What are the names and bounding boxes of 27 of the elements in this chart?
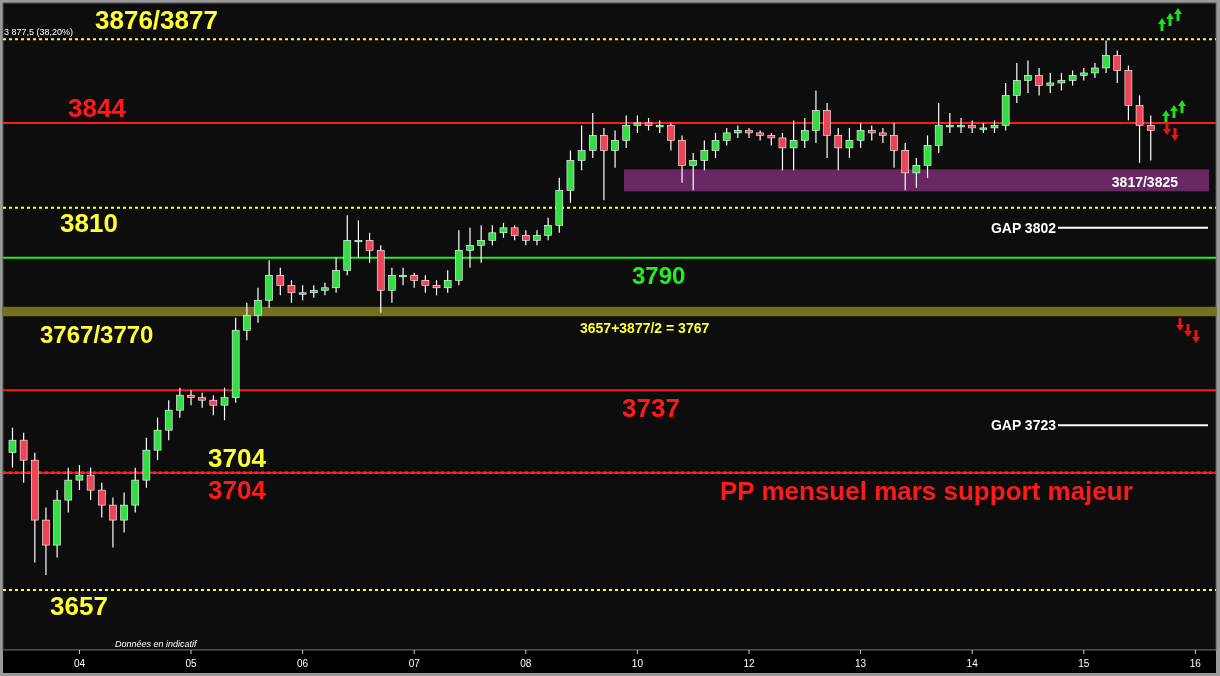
x-tick-label: 05 [185, 658, 198, 669]
band-label: 3767/3770 [40, 321, 154, 349]
ref-line-label: 3737 [622, 393, 680, 424]
band-label: 3817/3825 [1111, 174, 1179, 191]
x-tick-label: 14 [966, 658, 979, 669]
ref-line-label: GAP 3802 [990, 219, 1057, 236]
x-tick-label: 04 [73, 658, 86, 669]
annotation: PP mensuel mars support majeur [720, 475, 1133, 506]
ref-line-label: 3844 [68, 92, 127, 123]
x-tick-label: 16 [1189, 658, 1202, 669]
ref-line-label: 3876/3877 [95, 5, 218, 36]
ref-line-label: GAP 3723 [990, 417, 1057, 434]
ref-line-label: 3704 [208, 474, 267, 505]
annotation: 3657+3877/2 = 3767 [580, 320, 710, 337]
annotation: 3 877,5 (38,20%) [4, 27, 74, 38]
ref-line-label: 3657 [50, 591, 108, 622]
ref-line-label: 3790 [632, 261, 686, 289]
x-tick-label: 08 [520, 658, 532, 669]
x-tick-label: 15 [1078, 658, 1090, 669]
x-tick-label: 06 [297, 658, 309, 669]
annotation: Données en indicatif [115, 639, 199, 649]
x-tick-label: 10 [631, 658, 644, 669]
x-tick-label: 13 [855, 658, 867, 669]
ref-line-label: 3810 [60, 207, 118, 238]
x-tick-label: 12 [743, 658, 755, 669]
x-tick-label: 07 [408, 658, 421, 669]
ref-line-label: 3704 [208, 442, 267, 473]
